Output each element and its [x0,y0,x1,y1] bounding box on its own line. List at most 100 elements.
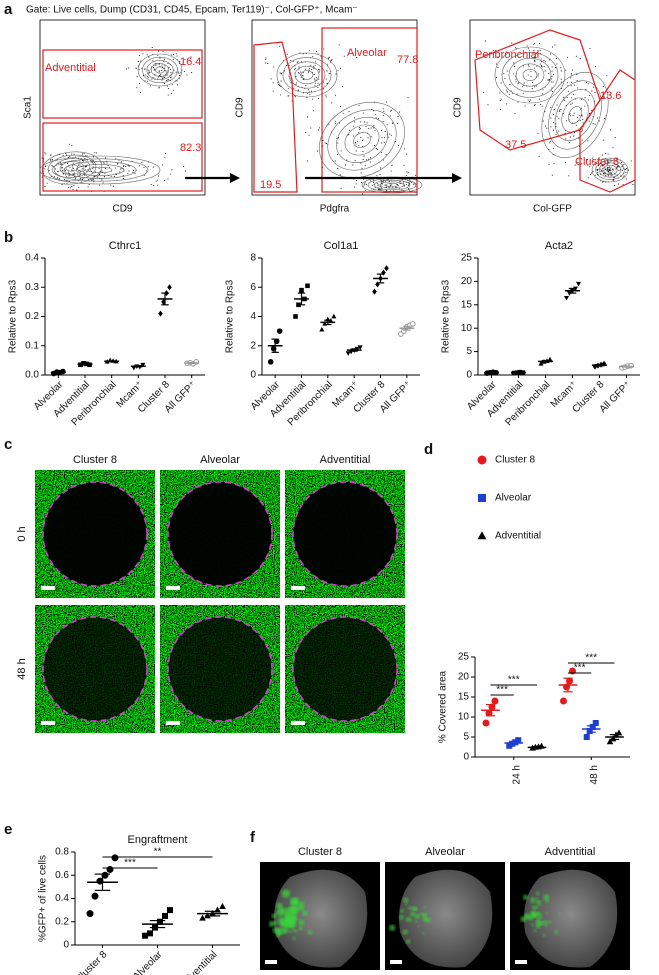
contour [150,63,170,77]
gfp-cell [425,917,431,923]
gfp-cell [533,929,537,933]
scale-bar [166,586,180,590]
gfp-cell [297,904,304,911]
contour [548,80,602,150]
data-point [586,728,593,734]
data-point [583,734,590,740]
gate-value: 19.5 [260,179,281,191]
scratch-outline [42,481,148,587]
gfp-cell [554,929,559,934]
gate-value: 13.6 [600,90,621,102]
y-tick-label: 15 [458,692,470,703]
data-point [140,362,146,368]
gate-value: 77.8 [397,54,418,66]
gfp-cell [290,927,293,930]
legend-label: Cluster 8 [495,455,535,466]
contour [137,53,183,87]
contour [508,57,552,93]
gfp-cell [290,921,297,927]
gfp-cell [288,930,292,934]
panel-label: e [4,821,12,838]
y-tick-label: 25 [461,253,473,264]
contour [353,132,371,148]
flow-plot: Peribronchial 37.5 Cluster 8 13.6 Col-GFP CD9 [453,19,636,215]
data-point [299,287,304,293]
data-point [293,314,298,319]
y-tick-label: 6 [250,282,256,293]
gate-value: 16.4 [180,56,201,68]
contour [327,109,397,171]
y-tick-label: 0.0 [25,370,39,381]
column-title: Adventitial [320,454,371,466]
y-tick-label: 10 [461,323,473,334]
x-axis-label: Pdgfra [320,204,350,215]
gfp-cell [278,915,281,918]
gate-name: Peribronchial [475,49,539,61]
gfp-cell [275,910,280,915]
scratch-outline [292,481,398,587]
contour [282,57,332,93]
gfp-cell [423,906,427,909]
scratch-area [168,617,272,721]
data-point [267,359,274,365]
gfp-cell [295,906,299,909]
gfp-cell [273,921,277,925]
lung-lobe [274,869,368,968]
x-tick-label: Cluster 8 [73,949,109,975]
scratch-area [43,617,147,721]
scratch-area [293,482,397,586]
contour [606,167,614,173]
contour [515,63,545,87]
y-tick-label: 0.2 [25,311,39,322]
y-tick-label: 0 [466,370,472,381]
y-tick-label: 0.6 [55,870,69,881]
contour [59,161,85,175]
data-point [106,865,114,873]
scratch-outline [42,616,148,722]
data-point [615,729,623,736]
gfp-cell [532,912,539,918]
flow-plot: Alveolar 77.8 19.5 Pdgfra CD9 [235,19,423,215]
data-point [478,494,486,502]
gfp-cell [543,894,550,901]
data-point [167,907,173,914]
gfp-cell [537,900,540,903]
gate-value: 82.3 [180,142,201,154]
gfp-cell [414,913,420,919]
significance-label: *** [124,858,136,869]
y-tick-label: 0 [63,940,69,951]
gfp-cell [279,921,285,927]
data-point [563,295,570,301]
gate-name: Alveolar [347,47,387,59]
gfp-cell [403,897,409,903]
gfp-cell [400,909,404,913]
y-tick-label: 20 [458,672,470,683]
gfp-cell [276,902,283,909]
y-tick-label: 2 [250,340,256,351]
gfp-cell [523,894,529,900]
data-point [592,363,598,370]
gfp-cell [413,907,418,912]
contour [288,61,326,89]
y-tick-label: 5 [463,732,469,743]
gate-title: Gate: Live cells, Dump (CD31, CD45, Epca… [26,5,358,16]
y-axis-label: Relative to Rps3 [441,279,452,353]
data-point [410,321,416,327]
y-tick-label: 0.8 [55,847,69,858]
contour [591,157,629,183]
x-tick-label: 48 h [589,765,600,784]
gfp-cell [298,926,303,931]
contour [47,154,97,182]
data-point [319,326,325,332]
y-tick-label: 5 [466,346,472,357]
data-point [381,269,386,276]
data-point [199,914,206,921]
gate [579,69,636,193]
y-tick-label: 25 [458,652,470,663]
gate-name: Cluster 8 [575,156,619,168]
contour [294,65,320,85]
gfp-cell [280,925,283,928]
contour [373,179,411,191]
lung-lobe [399,869,493,968]
data-point [357,345,363,350]
